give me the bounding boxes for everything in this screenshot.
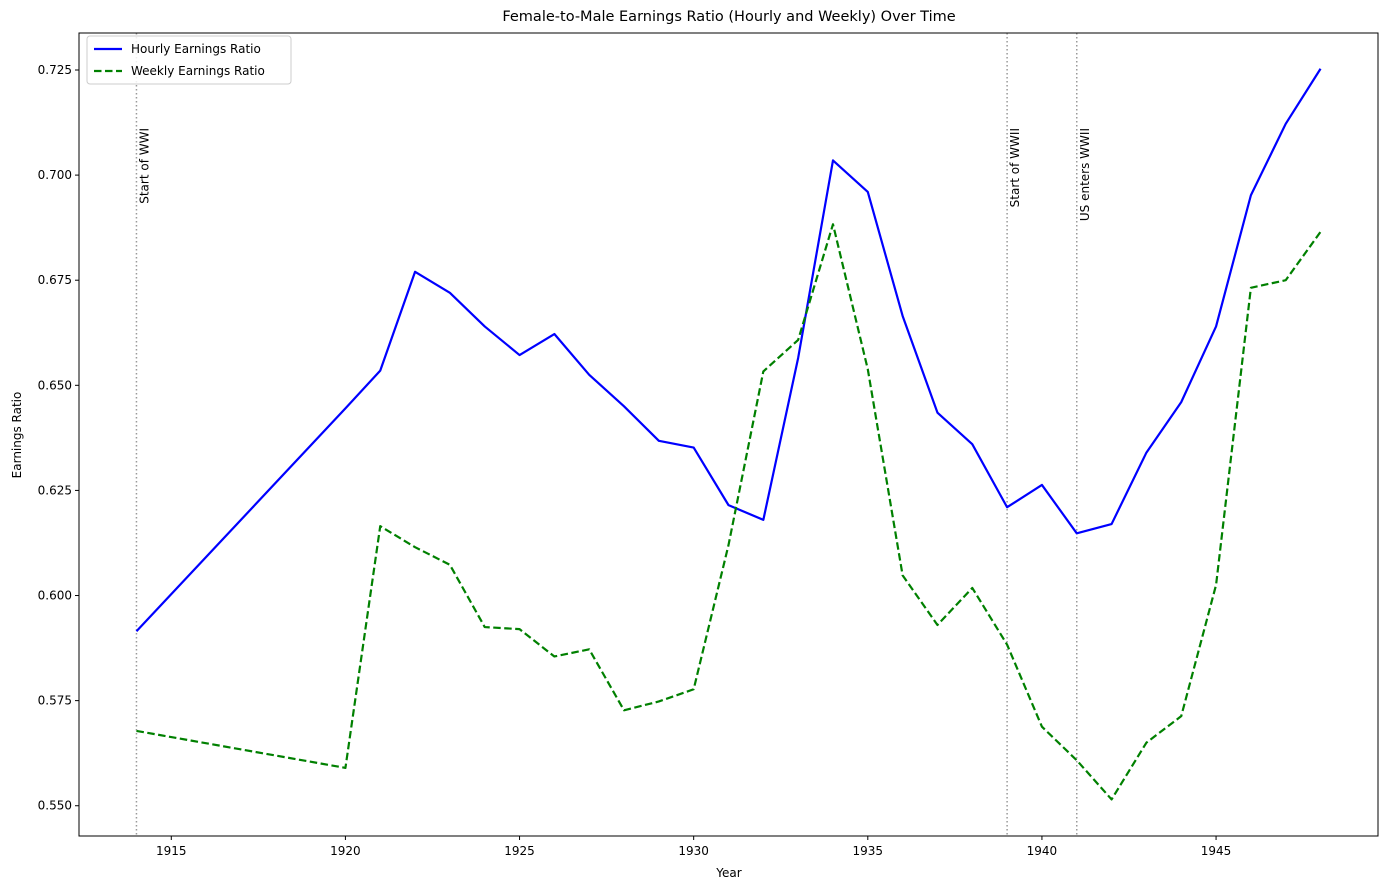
- x-tick-label: 1930: [678, 844, 709, 858]
- chart-title: Female-to-Male Earnings Ratio (Hourly an…: [502, 9, 955, 25]
- y-tick-label: 0.550: [38, 799, 72, 813]
- x-axis-label: Year: [715, 866, 741, 880]
- y-tick-label: 0.575: [38, 694, 72, 708]
- y-tick-label: 0.725: [38, 63, 72, 77]
- y-tick-label: 0.625: [38, 483, 72, 497]
- plot-frame: [78, 32, 1379, 837]
- y-tick-label: 0.600: [38, 589, 72, 603]
- y-tick-label: 0.700: [38, 168, 72, 182]
- legend-box: [86, 35, 292, 85]
- event-label: US enters WWII: [1078, 128, 1092, 221]
- x-tick-label: 1945: [1201, 844, 1232, 858]
- x-tick-label: 1940: [1027, 844, 1058, 858]
- plot-area: Start of WWI Start of WWII US enters WWII 1…: [38, 32, 1379, 858]
- y-axis-label: Earnings Ratio: [10, 392, 24, 479]
- series-line: [136, 223, 1322, 801]
- y-tick-label: 0.675: [38, 273, 72, 287]
- y-tick-label: 0.650: [38, 378, 72, 392]
- x-tick-label: 1920: [330, 844, 361, 858]
- legend: Hourly Earnings Ratio Weekly Earnings Rat…: [86, 35, 292, 85]
- legend-label: Hourly Earnings Ratio: [131, 42, 261, 56]
- legend-label: Weekly Earnings Ratio: [131, 64, 265, 78]
- event-label: Start of WWII: [1008, 128, 1022, 207]
- x-tick-label: 1935: [853, 844, 884, 858]
- series-line: [135, 68, 1322, 633]
- x-tick-label: 1925: [504, 844, 535, 858]
- event-label: Start of WWI: [137, 128, 151, 204]
- x-tick-label: 1915: [156, 844, 187, 858]
